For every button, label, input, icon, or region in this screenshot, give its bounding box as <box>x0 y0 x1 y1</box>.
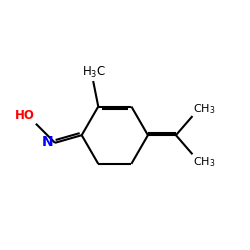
Text: CH$_3$: CH$_3$ <box>194 102 216 116</box>
Text: HO: HO <box>15 110 34 122</box>
Text: N: N <box>42 135 54 149</box>
Text: CH$_3$: CH$_3$ <box>194 155 216 168</box>
Text: H$_3$C: H$_3$C <box>82 65 106 80</box>
